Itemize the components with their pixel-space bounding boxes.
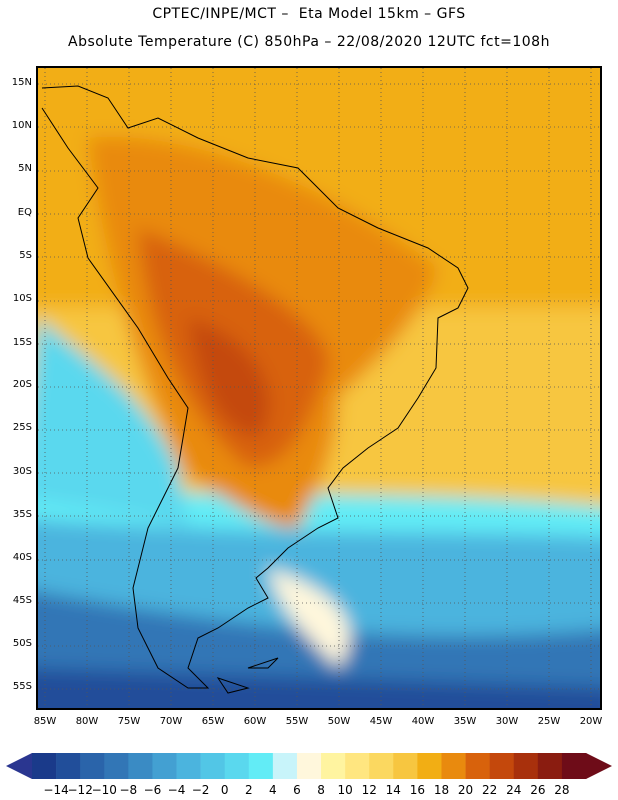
colorbar-swatch	[561, 753, 587, 779]
colorbar-tick-label: 24	[506, 783, 521, 797]
colorbar-tick-label: −14	[43, 783, 68, 797]
chart-title: CPTEC/INPE/MCT – Eta Model 15km – GFS	[152, 6, 466, 22]
colorbar-tick-label: 22	[482, 783, 497, 797]
colorbar-under-arrow	[6, 753, 32, 779]
colorbar-tick-label: 18	[434, 783, 449, 797]
lat-label: 30S	[12, 466, 32, 477]
lat-label: 45S	[12, 595, 32, 606]
lon-label: 60W	[243, 716, 267, 727]
colorbar-tick-label: 28	[554, 783, 569, 797]
colorbar-tick-label: −4	[168, 783, 186, 797]
colorbar-tick-label: 0	[221, 783, 229, 797]
colorbar-tick-label: 4	[269, 783, 277, 797]
lon-label: 55W	[285, 716, 309, 727]
colorbar-swatch	[369, 753, 394, 779]
lat-label: 5S	[19, 250, 32, 261]
colorbar-swatch	[321, 753, 346, 779]
colorbar-swatch	[489, 753, 515, 779]
lat-label: 15S	[12, 337, 32, 348]
lat-label: 20S	[12, 379, 32, 390]
colorbar-swatch	[417, 753, 442, 779]
lon-label: 40W	[411, 716, 435, 727]
colorbar-legend: −14−12−10 −8 −6 −4 −2 0 2 4 6 8 10 12 14 16 18 20 22 24 26…	[6, 753, 612, 797]
colorbar-swatch	[200, 753, 225, 779]
colorbar-swatch	[393, 753, 418, 779]
lon-label: 70W	[159, 716, 183, 727]
lat-label: EQ	[17, 207, 32, 218]
colorbar-tick-label: 10	[337, 783, 352, 797]
colorbar-swatch	[345, 753, 370, 779]
colorbar-swatch	[441, 753, 466, 779]
lat-label: 55S	[12, 681, 32, 692]
colorbar-swatch	[56, 753, 81, 779]
lat-label: 10N	[11, 120, 32, 131]
colorbar-swatch	[272, 753, 298, 779]
colorbar-tick-label: 16	[410, 783, 425, 797]
colorbar-swatch	[80, 753, 105, 779]
colorbar-tick-label: −10	[92, 783, 117, 797]
colorbar-tick-label: −6	[144, 783, 162, 797]
lat-label: 40S	[12, 552, 32, 563]
colorbar-tick-label: 26	[530, 783, 545, 797]
lon-label: 45W	[369, 716, 393, 727]
colorbar-tick-label: 6	[293, 783, 301, 797]
coastlines	[41, 85, 469, 694]
colorbar-swatch	[104, 753, 129, 779]
lon-label: 85W	[33, 716, 57, 727]
lon-label: 35W	[453, 716, 477, 727]
lon-label: 80W	[75, 716, 99, 727]
colorbar-tick-label: 14	[386, 783, 401, 797]
colorbar-tick-label: −12	[68, 783, 93, 797]
lon-label: 25W	[537, 716, 561, 727]
colorbar-tick-label: −8	[119, 783, 137, 797]
temperature-field	[38, 68, 600, 708]
colorbar-swatch	[224, 753, 250, 779]
colorbar-swatch	[32, 753, 57, 779]
colorbar-swatch	[465, 753, 490, 779]
map-canvas	[38, 68, 600, 708]
colorbar-tick-label: 8	[317, 783, 325, 797]
lon-label: 50W	[327, 716, 351, 727]
colorbar-swatch	[128, 753, 153, 779]
lat-label: 5N	[18, 163, 32, 174]
lat-label: 35S	[12, 509, 32, 520]
lat-label: 15N	[11, 77, 32, 88]
colorbar-swatch	[152, 753, 177, 779]
colorbar-swatch	[248, 753, 274, 779]
colorbar-over-arrow	[586, 753, 612, 779]
lon-label: 65W	[201, 716, 225, 727]
temperature-map	[36, 66, 602, 710]
lat-label: 25S	[12, 422, 32, 433]
lat-label: 50S	[12, 638, 32, 649]
lon-label: 75W	[117, 716, 141, 727]
colorbar-swatch	[513, 753, 539, 779]
lon-label: 30W	[495, 716, 519, 727]
colorbar-swatch	[296, 753, 322, 779]
lat-label: 10S	[12, 293, 32, 304]
lon-label: 20W	[579, 716, 603, 727]
colorbar-tick-label: 2	[245, 783, 253, 797]
colorbar-tick-label: −2	[192, 783, 210, 797]
colorbar-swatch	[176, 753, 201, 779]
colorbar-tick-label: 20	[458, 783, 473, 797]
colorbar-tick-label: 12	[362, 783, 377, 797]
graticule	[38, 68, 600, 708]
colorbar-swatch	[537, 753, 563, 779]
chart-subtitle: Absolute Temperature (C) 850hPa – 22/08/…	[68, 34, 550, 50]
